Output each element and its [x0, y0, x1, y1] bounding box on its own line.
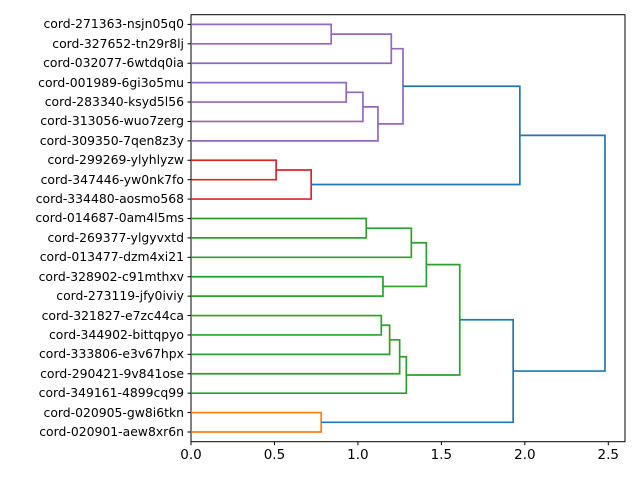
x-tick-label: 1.5: [430, 447, 453, 463]
axes-frame: [190, 14, 626, 443]
leaf-label: cord-299269-ylyhlyzw: [47, 152, 184, 168]
dendrogram-link-G9: [406, 263, 461, 376]
leaf-label: cord-334480-aosmo568: [35, 190, 184, 206]
dendrogram-link-R2: [191, 169, 313, 200]
dendrogram-link-G8: [191, 355, 408, 395]
x-tick-label: 2.0: [514, 447, 536, 463]
dendrogram-link-G1: [191, 217, 368, 239]
leaf-label: cord-349161-4899cq99: [38, 384, 184, 400]
dendrogram-link-B3: [513, 134, 606, 372]
dendrogram-link-P6: [377, 47, 404, 125]
leaf-label: cord-321827-e7zc44ca: [41, 307, 184, 323]
dendrogram-link-R1: [191, 159, 277, 181]
dendrogram-link-P3: [191, 81, 348, 103]
dendrogram-link-G2: [191, 227, 413, 259]
dendrogram-link-G4: [382, 241, 428, 288]
leaf-label: cord-020901-aew8xr6n: [39, 423, 184, 439]
x-tick-label: 0.5: [263, 447, 286, 463]
x-tick-label: 1.0: [347, 447, 369, 463]
leaf-label: cord-309350-7qen8z3y: [39, 132, 184, 148]
dendrogram-link-P5: [191, 106, 379, 142]
dendrogram-link-P4: [191, 91, 364, 123]
dendrogram-link-G6: [191, 324, 391, 356]
leaf-label: cord-032077-6wtdq0ia: [43, 55, 184, 71]
leaf-label: cord-344902-bittqpyo: [48, 326, 184, 342]
dendrogram-link-B1: [311, 85, 521, 186]
dendrogram-link-G7: [191, 338, 401, 375]
dendrogram-link-O1: [191, 411, 323, 433]
leaf-label: cord-328902-c91mthxv: [38, 268, 184, 284]
dendrogram-link-P2: [191, 33, 393, 65]
leaf-label: cord-020905-gw8i6tkn: [43, 404, 184, 420]
leaf-label: cord-333806-e3v67hpx: [38, 346, 184, 362]
x-tick-label: 0.0: [180, 447, 202, 463]
dendrogram-link-G3: [191, 275, 384, 297]
dendrogram-link-P1: [191, 23, 333, 45]
x-tick-label: 2.5: [597, 447, 620, 463]
leaf-label: cord-014687-0am4l5ms: [35, 210, 184, 226]
dendrogram-link-G5: [191, 314, 383, 336]
leaf-label: cord-327652-tn29r8lj: [52, 35, 184, 51]
leaf-label: cord-347446-yw0nk7fo: [40, 171, 184, 187]
leaf-label: cord-273119-jfy0iviy: [56, 287, 184, 303]
leaf-label: cord-283340-ksyd5l56: [44, 93, 184, 109]
leaf-label: cord-269377-ylgyvxtd: [47, 229, 184, 245]
leaf-label: cord-013477-dzm4xi21: [39, 249, 184, 265]
leaf-label: cord-290421-9v841ose: [40, 365, 184, 381]
leaf-label: cord-313056-wuo7zerg: [40, 113, 184, 129]
leaf-label: cord-271363-nsjn05q0: [43, 16, 185, 32]
leaf-label: cord-001989-6gi3o5mu: [38, 74, 184, 90]
